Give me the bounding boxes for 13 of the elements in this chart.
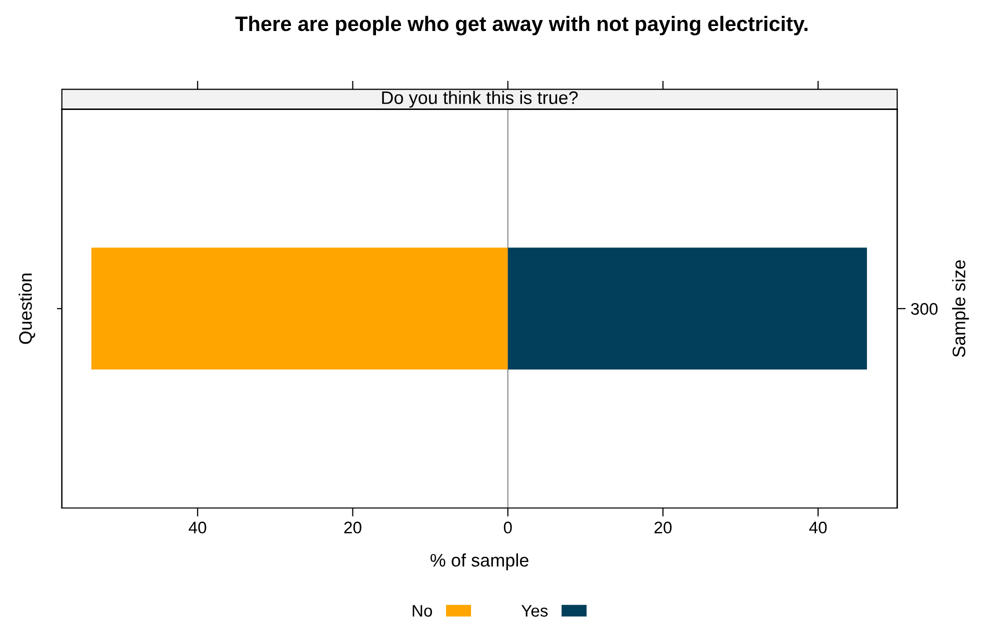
chart-subtitle: Do you think this is true? <box>382 90 578 108</box>
y2-tick-label: 300 <box>911 303 938 315</box>
chart-title: There are people who get away with not paying electricity. <box>235 16 808 36</box>
legend-label: Yes <box>521 605 548 617</box>
x-tick-label: 40 <box>188 522 206 534</box>
legend-label: No <box>412 605 432 617</box>
x-tick-label: 0 <box>504 522 512 534</box>
y2-axis-title: Sample size <box>952 260 969 357</box>
x-tick-label: 40 <box>809 522 827 534</box>
x-tick-label: 20 <box>654 522 672 534</box>
y-axis-title: Question <box>18 274 36 344</box>
x-tick-label: 20 <box>344 522 362 534</box>
x-axis-title: % of sample <box>430 553 528 570</box>
